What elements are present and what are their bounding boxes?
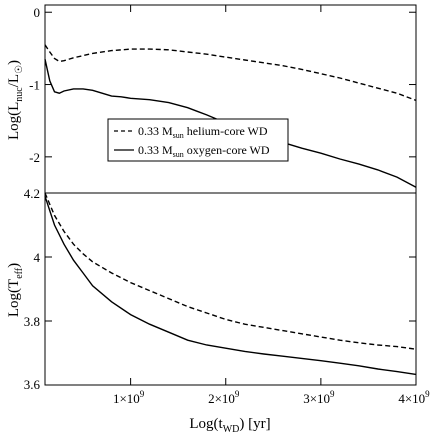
legend: 0.33 Msun helium-core WD 0.33 Msun oxyge… [107,118,289,162]
bottom-series-group [44,192,417,376]
bottom-plot-frame [44,192,417,386]
bottom-series-line-oxygen [44,195,417,376]
top-y-ticks: 0 -1 -2 [29,5,416,165]
bottom-series-line-helium [44,192,417,350]
x-tick-label: 1×109 [113,389,145,406]
x-tick-label: 4×109 [398,389,430,406]
top-y-axis-label: Log(Lnuc/L☉) [6,60,25,140]
x-tick-label: 3×109 [303,389,335,406]
legend-box [107,118,289,162]
x-ticks: 1×109 2×109 3×109 4×109 [113,5,430,406]
top-series-group [44,44,417,188]
top-y-tick-label: 0 [34,5,41,20]
bottom-y-ticks: 3.6 3.8 4 4.2 [24,186,416,392]
top-series-line-oxygen [44,59,417,188]
bottom-y-axis-label: Log(Teff) [6,263,25,317]
bottom-y-tick-label: 4.2 [24,186,40,201]
bottom-panel: 3.6 3.8 4 4.2 1×109 2×109 3×109 4×109 Log(Teff… [6,5,430,435]
bottom-y-tick-label: 3.8 [24,314,40,329]
bottom-y-tick-label: 3.6 [24,377,41,392]
legend-entry-helium: 0.33 Msun helium-core WD [138,124,268,140]
x-tick-label: 2×109 [208,389,240,406]
legend-entry-oxygen: 0.33 Msun oxygen-core WD [138,143,270,159]
top-y-tick-label: -2 [29,150,40,165]
x-axis-label: Log(tWD) [yr] [189,416,270,435]
top-series-line-helium [44,44,417,102]
bottom-y-tick-label: 4 [34,250,41,265]
top-panel: 0 -1 -2 Log(Lnuc/L☉) 0.33 Msun helium-core… [6,4,417,194]
top-y-tick-label: -1 [29,78,40,93]
